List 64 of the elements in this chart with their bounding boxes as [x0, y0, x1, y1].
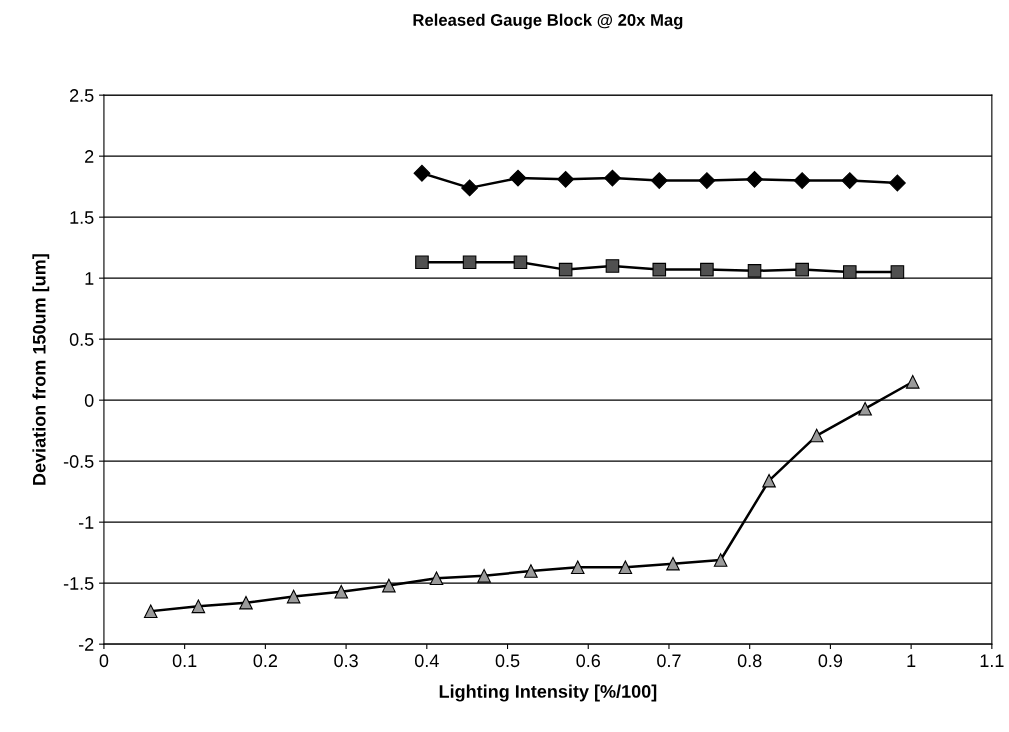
- y-tick-label: -0.5: [63, 455, 94, 468]
- point: [762, 473, 776, 488]
- point: [698, 172, 716, 189]
- x-tick-label: 0.7: [657, 654, 681, 668]
- point: [793, 172, 811, 189]
- point: [618, 560, 633, 575]
- point: [890, 265, 905, 279]
- y-tick-label: -1: [78, 516, 94, 529]
- x-tick-label: 1.1: [980, 654, 1004, 667]
- point: [557, 170, 575, 188]
- point: [888, 174, 906, 192]
- point: [239, 595, 253, 610]
- point: [841, 172, 859, 189]
- point: [477, 569, 491, 583]
- point: [700, 262, 714, 277]
- point: [143, 604, 158, 619]
- point: [652, 262, 667, 277]
- point: [509, 169, 527, 187]
- point: [746, 170, 763, 188]
- y-tick-label: 1.5: [70, 211, 94, 224]
- x-tick-label: 0.8: [737, 654, 762, 668]
- point: [513, 255, 528, 270]
- point: [809, 428, 824, 443]
- y-tick-label: 1: [85, 272, 94, 285]
- x-tick-label: 0.9: [818, 654, 843, 668]
- point: [842, 265, 857, 279]
- x-tick-label: 0.3: [334, 654, 358, 668]
- point: [415, 255, 429, 270]
- point: [524, 564, 538, 578]
- point: [605, 259, 620, 273]
- x-tick-label: 0.1: [172, 654, 197, 668]
- x-tick-label: 1: [907, 654, 916, 667]
- point: [429, 571, 444, 586]
- y-axis-title: Deviation from 150um [um]: [32, 254, 50, 485]
- x-axis-title: Lighting Intensity [%/100]: [439, 684, 657, 702]
- x-tick-label: 0.2: [253, 654, 278, 668]
- point: [650, 172, 668, 189]
- y-tick-label: 0: [84, 394, 94, 407]
- point: [713, 553, 728, 567]
- point: [570, 560, 585, 575]
- x-tick-label: 0.4: [414, 654, 439, 668]
- point: [747, 264, 762, 278]
- point: [286, 589, 301, 604]
- y-tick-label: 0.5: [69, 333, 94, 346]
- point: [558, 262, 573, 277]
- x-tick-label: 0.5: [495, 654, 520, 668]
- x-tick-label: 0: [99, 654, 109, 668]
- chart-title: Released Gauge Block @ 20x Mag: [413, 13, 683, 30]
- point: [382, 578, 396, 593]
- point: [858, 401, 872, 416]
- point: [905, 375, 920, 389]
- y-tick-label: -1.5: [63, 577, 94, 590]
- point: [413, 164, 431, 182]
- point: [795, 262, 809, 277]
- point: [334, 584, 349, 599]
- y-tick-label: -2: [78, 638, 94, 651]
- point: [666, 556, 680, 571]
- point: [461, 179, 479, 197]
- y-tick-label: 2.5: [70, 89, 94, 102]
- y-tick-label: 2: [85, 150, 94, 163]
- x-tick-label: 0.6: [576, 654, 600, 668]
- point: [462, 255, 477, 270]
- point: [191, 599, 206, 614]
- point: [604, 169, 621, 187]
